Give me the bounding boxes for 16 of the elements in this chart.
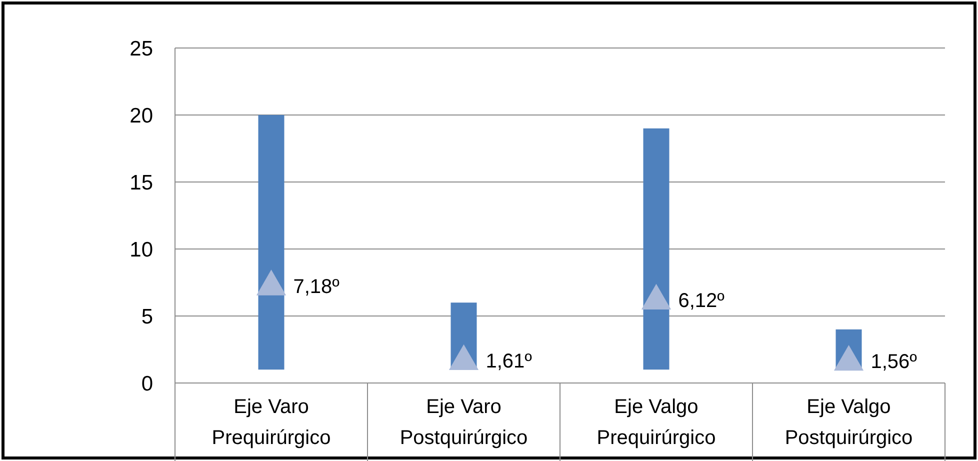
y-tick-label: 5	[141, 305, 153, 328]
y-tick-label: 25	[130, 37, 153, 60]
y-tick-label: 10	[130, 238, 153, 262]
bar	[258, 115, 284, 370]
bar	[643, 128, 670, 370]
x-tick-label: Eje Valgo Prequirúrgico	[596, 396, 716, 449]
data-label: 6,12º	[678, 290, 726, 312]
x-tick-label: Eje Varo Prequirúrgico	[212, 396, 331, 449]
data-label: 1,61º	[486, 350, 533, 372]
x-tick-label: Eje Valgo Postquirúrgico	[784, 396, 913, 449]
y-tick-label: 20	[130, 104, 153, 128]
y-tick-label: 0	[141, 372, 153, 396]
x-tick-label: Eje Varo Postquirúrgico	[400, 396, 528, 449]
data-label: 1,56º	[870, 351, 918, 374]
data-label: 7,18º	[293, 276, 340, 298]
y-tick-label: 15	[130, 171, 153, 194]
